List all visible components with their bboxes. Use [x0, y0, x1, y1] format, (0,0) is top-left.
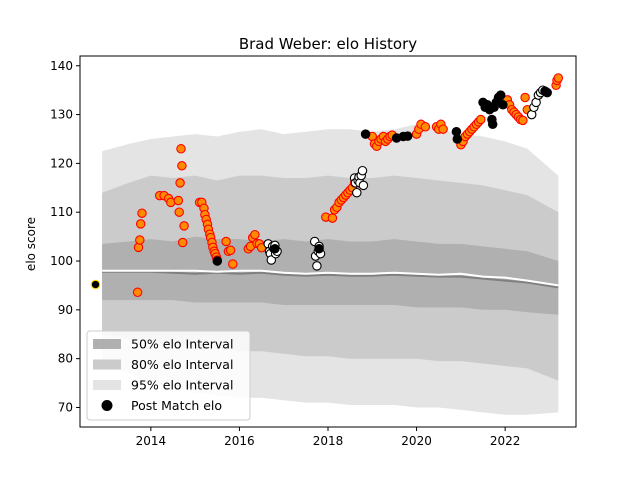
y-tick-label: 90: [58, 303, 73, 317]
data-point-win: [476, 114, 486, 125]
x-tick-label: 2022: [490, 434, 521, 448]
data-point-nomatch: [495, 90, 506, 100]
data-point-win: [179, 221, 189, 231]
data-point-nomatch: [212, 256, 223, 266]
data-point-win: [176, 144, 186, 154]
data-point-win: [132, 287, 143, 298]
data-point-nomatch: [402, 131, 413, 141]
x-tick-label: 2018: [313, 434, 344, 448]
data-point-win: [221, 236, 231, 247]
data-point-nomatch: [452, 134, 463, 144]
legend: 50% elo Interval 80% elo Interval 95% elo …: [86, 330, 251, 421]
y-tick-label: 130: [50, 108, 73, 122]
data-point-loss: [357, 165, 368, 176]
data-point-win: [174, 207, 184, 217]
data-point-loss: [352, 187, 362, 198]
data-point-win: [177, 237, 188, 248]
x-tick-label: 2020: [401, 434, 432, 448]
legend-swatch-marker: [101, 400, 113, 411]
data-point-nomatch: [314, 244, 324, 254]
data-point-win: [420, 122, 431, 132]
x-tick-label: 2014: [136, 434, 167, 448]
x-tick-label: 2016: [224, 434, 255, 448]
data-point-loss: [266, 255, 277, 265]
legend-frame: [86, 330, 251, 421]
y-tick-label: 100: [50, 254, 73, 268]
data-point-nomatch: [270, 244, 280, 254]
data-point-nomatch: [498, 100, 508, 110]
data-point-highlight: [90, 279, 101, 290]
data-point-win: [135, 219, 146, 229]
data-point-win: [177, 161, 187, 171]
data-point-win: [225, 245, 236, 256]
data-point-win: [175, 178, 185, 188]
legend-swatch-band80: [93, 359, 121, 370]
chart-title: Brad Weber: elo History: [239, 35, 417, 53]
legend-label: Post Match elo: [131, 398, 222, 413]
legend-swatch-band95: [93, 380, 121, 390]
y-tick-label: 120: [50, 156, 73, 170]
data-point-win: [438, 124, 448, 134]
data-point-win: [228, 259, 238, 269]
y-tick-label: 110: [50, 205, 73, 219]
data-point-nomatch: [487, 119, 498, 130]
y-tick-label: 140: [50, 59, 73, 73]
y-axis-label: elo score: [24, 217, 38, 271]
data-point-win: [327, 213, 338, 223]
y-tick-label: 70: [58, 400, 73, 414]
data-point-nomatch: [360, 129, 371, 139]
data-point-win: [520, 92, 530, 103]
data-point-nomatch: [542, 87, 552, 98]
data-point-loss: [358, 180, 369, 191]
y-tick-label: 80: [58, 352, 73, 366]
legend-label: 50% elo Interval: [131, 337, 233, 352]
data-point-loss: [312, 261, 322, 271]
legend-label: 80% elo Interval: [131, 357, 233, 372]
data-point-win: [137, 208, 147, 218]
data-point-win: [518, 115, 528, 126]
data-point-win: [553, 73, 564, 83]
median-line: [102, 270, 559, 289]
data-point-win: [135, 235, 145, 245]
data-point-win: [173, 195, 184, 206]
mean-line: [102, 269, 559, 287]
legend-label: 95% elo Interval: [131, 378, 233, 393]
legend-swatch-band50: [93, 339, 121, 349]
data-point-win: [250, 229, 260, 240]
